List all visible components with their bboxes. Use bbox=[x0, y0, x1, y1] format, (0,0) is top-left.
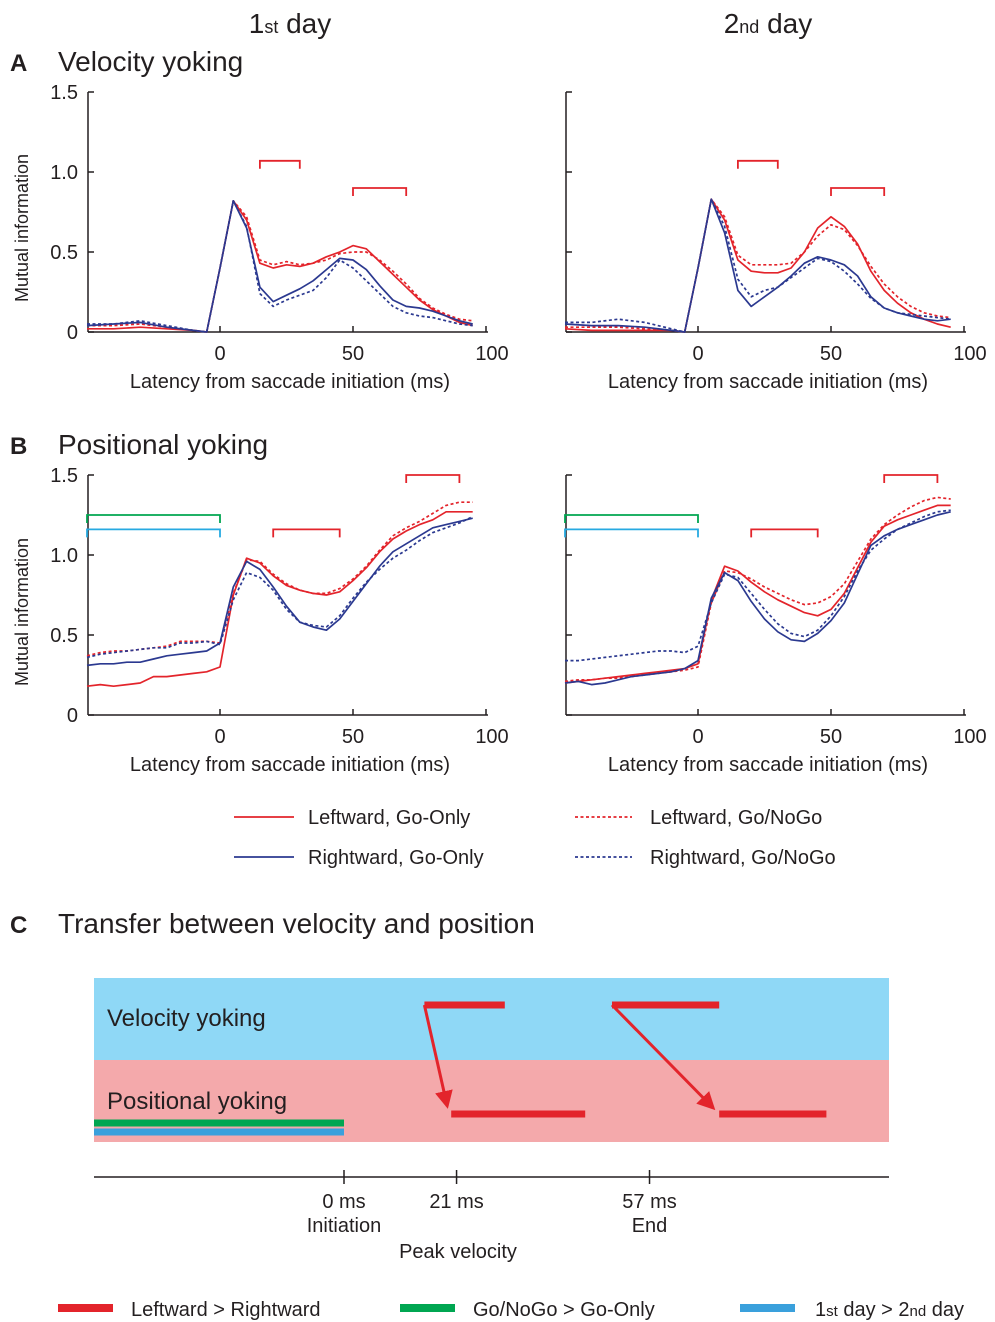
y-tick-label: 0 bbox=[67, 322, 78, 344]
transfer-arrow bbox=[422, 1004, 453, 1109]
legend-right-nogo: Rightward, Go/NoGo bbox=[650, 847, 836, 869]
panel-a-letter: A bbox=[10, 50, 27, 77]
timeline-tick-label: 21 ms bbox=[429, 1191, 483, 1213]
significance-bracket bbox=[737, 159, 779, 169]
series-line bbox=[87, 199, 473, 333]
position-band bbox=[94, 1060, 889, 1142]
ylabel-b: Mutual information bbox=[12, 538, 32, 686]
series-line bbox=[564, 504, 951, 684]
panel-a-title: Velocity yoking bbox=[58, 46, 243, 77]
panel-c-letter: C bbox=[10, 912, 27, 939]
x-tick-label: 100 bbox=[953, 343, 986, 365]
series-line bbox=[87, 199, 473, 333]
timeline-tick-sublabel: Initiation bbox=[307, 1215, 382, 1237]
legend-right-go: Rightward, Go-Only bbox=[308, 847, 484, 869]
plot-b-day1: 0 0.5 1.0 1.5 0 50 100 bbox=[50, 465, 509, 748]
series-line bbox=[564, 496, 951, 683]
significance-bracket bbox=[564, 528, 699, 538]
series-line bbox=[564, 510, 951, 686]
x-tick-label: 0 bbox=[692, 726, 703, 748]
y-tick-label: 0 bbox=[67, 705, 78, 727]
timeline-tick-sublabel: End bbox=[632, 1215, 668, 1237]
panel-c-title: Transfer between velocity and position bbox=[58, 908, 535, 939]
legend-left-go: Leftward, Go-Only bbox=[308, 807, 470, 829]
transfer-arrow bbox=[610, 1003, 716, 1111]
position-band-label: Positional yoking bbox=[107, 1088, 287, 1115]
series-line bbox=[564, 198, 951, 333]
y-tick-label: 1.5 bbox=[50, 465, 78, 487]
significance-bracket bbox=[259, 159, 301, 169]
x-tick-label: 0 bbox=[214, 726, 225, 748]
significance-bracket bbox=[830, 187, 886, 196]
plot-a-day1: 0 0.5 1.0 1.5 0 50 100 bbox=[50, 82, 509, 365]
xlabel-b-day2: Latency from saccade initiation (ms) bbox=[608, 754, 928, 776]
legend-gng: Go/NoGo > Go-Only bbox=[473, 1299, 655, 1321]
y-tick-label: 1.0 bbox=[50, 545, 78, 567]
x-tick-label: 100 bbox=[475, 726, 508, 748]
velocity-band bbox=[94, 978, 889, 1060]
xlabel-a-day1: Latency from saccade initiation (ms) bbox=[130, 371, 450, 393]
significance-bracket bbox=[883, 474, 939, 483]
significance-bracket bbox=[750, 528, 819, 538]
legend-lr: Leftward > Rightward bbox=[131, 1299, 321, 1321]
x-tick-label: 50 bbox=[342, 343, 364, 365]
x-tick-label: 0 bbox=[692, 343, 703, 365]
y-tick-label: 0.5 bbox=[50, 242, 78, 264]
series-line bbox=[86, 517, 473, 667]
significance-bracket bbox=[564, 514, 699, 523]
panel-b-title: Positional yoking bbox=[58, 429, 268, 460]
significance-bracket bbox=[405, 474, 461, 483]
y-tick-label: 1.0 bbox=[50, 162, 78, 184]
x-tick-label: 50 bbox=[342, 726, 364, 748]
significance-bracket bbox=[86, 514, 221, 523]
x-tick-label: 100 bbox=[953, 726, 986, 748]
legend-day: 1st day > 2nd day bbox=[815, 1299, 964, 1321]
series-line bbox=[86, 501, 473, 657]
panel-b-letter: B bbox=[10, 433, 27, 460]
series-line bbox=[86, 199, 473, 333]
timeline-tick-label: 0 ms bbox=[322, 1191, 365, 1213]
legend-swatch-day bbox=[740, 1304, 795, 1312]
plot-a-day2: 0 50 100 bbox=[564, 91, 987, 365]
x-tick-label: 50 bbox=[820, 726, 842, 748]
y-tick-label: 1.5 bbox=[50, 82, 78, 104]
legend-swatch-gng bbox=[400, 1304, 455, 1312]
legend-swatch-lr bbox=[58, 1304, 113, 1312]
significance-bracket bbox=[272, 528, 341, 538]
series-line bbox=[565, 198, 951, 333]
plot-b-day2: 0 50 100 bbox=[564, 474, 987, 748]
header-day1: 1st day bbox=[249, 8, 332, 39]
y-tick-label: 0.5 bbox=[50, 625, 78, 647]
timeline-tick-label: 57 ms bbox=[622, 1191, 676, 1213]
velocity-band-label: Velocity yoking bbox=[107, 1005, 266, 1032]
transfer-diagram: Velocity yoking Positional yoking 0 msIn… bbox=[94, 978, 889, 1263]
ylabel-a: Mutual information bbox=[12, 154, 32, 302]
x-tick-label: 100 bbox=[475, 343, 508, 365]
xlabel-b-day1: Latency from saccade initiation (ms) bbox=[130, 754, 450, 776]
series-line bbox=[87, 199, 473, 333]
series-line bbox=[565, 509, 951, 662]
series-line bbox=[86, 510, 473, 688]
line-legend: Leftward, Go-Only Rightward, Go-Only Lef… bbox=[234, 807, 836, 869]
diagram-legend: Leftward > Rightward Go/NoGo > Go-Only 1… bbox=[58, 1299, 964, 1321]
x-tick-label: 0 bbox=[214, 343, 225, 365]
significance-bracket bbox=[352, 187, 408, 196]
peak-velocity-label: Peak velocity bbox=[399, 1241, 517, 1263]
header-day2: 2nd day bbox=[724, 8, 813, 39]
xlabel-a-day2: Latency from saccade initiation (ms) bbox=[608, 371, 928, 393]
legend-left-nogo: Leftward, Go/NoGo bbox=[650, 807, 822, 829]
x-tick-label: 50 bbox=[820, 343, 842, 365]
significance-bracket bbox=[86, 528, 221, 538]
